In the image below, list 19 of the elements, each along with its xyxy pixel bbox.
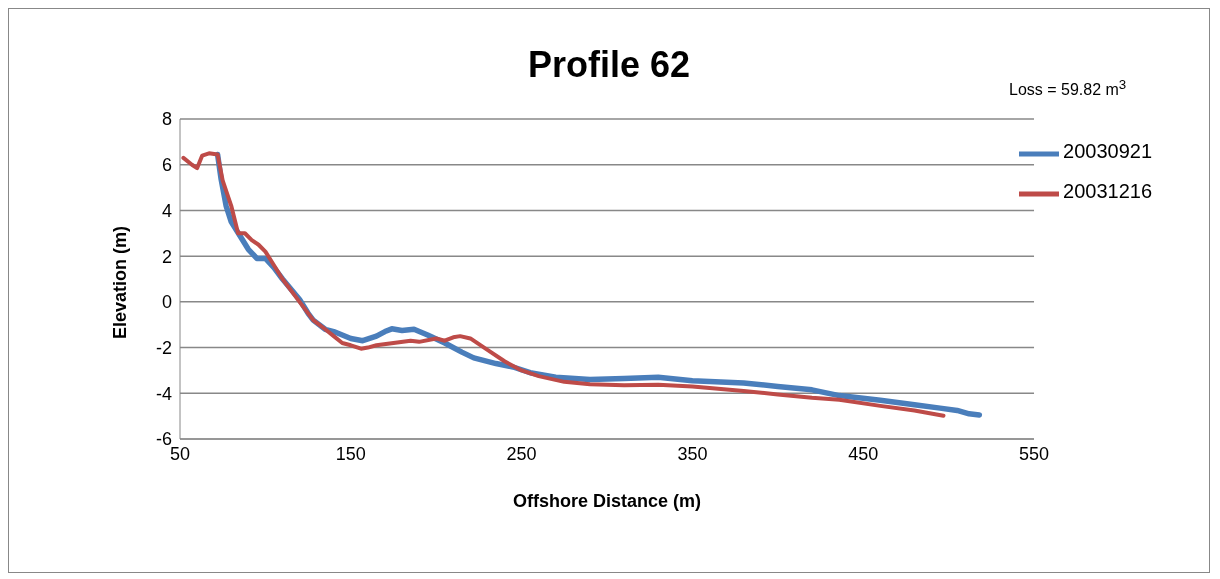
text: Loss = 59.82 m$^{3}$ <box>1009 77 1127 100</box>
y-tick-label: -4 <box>155 383 172 404</box>
y-tick-label: -6 <box>155 429 172 450</box>
y-axis-title: Elevation (m) <box>110 225 131 339</box>
x-tick-label: 550 <box>1018 443 1050 464</box>
y-tick-label: 0 <box>161 292 172 313</box>
x-tick-label: 450 <box>848 443 879 464</box>
legend-label: 20030921 <box>1063 140 1152 163</box>
y-tick-label: -2 <box>155 337 172 358</box>
chart-title: Profile 62 <box>527 44 691 85</box>
y-tick-label: 6 <box>161 155 172 176</box>
y-tick-label: 4 <box>161 200 172 221</box>
y-tick-label: 2 <box>161 246 172 267</box>
legend-label: 20031216 <box>1063 180 1152 203</box>
x-tick-label: 350 <box>677 443 708 464</box>
x-tick-label: 150 <box>335 443 366 464</box>
y-tick-label: 8 <box>161 109 172 130</box>
x-axis-title: Offshore Distance (m) <box>512 491 702 511</box>
x-tick-label: 250 <box>506 443 537 464</box>
